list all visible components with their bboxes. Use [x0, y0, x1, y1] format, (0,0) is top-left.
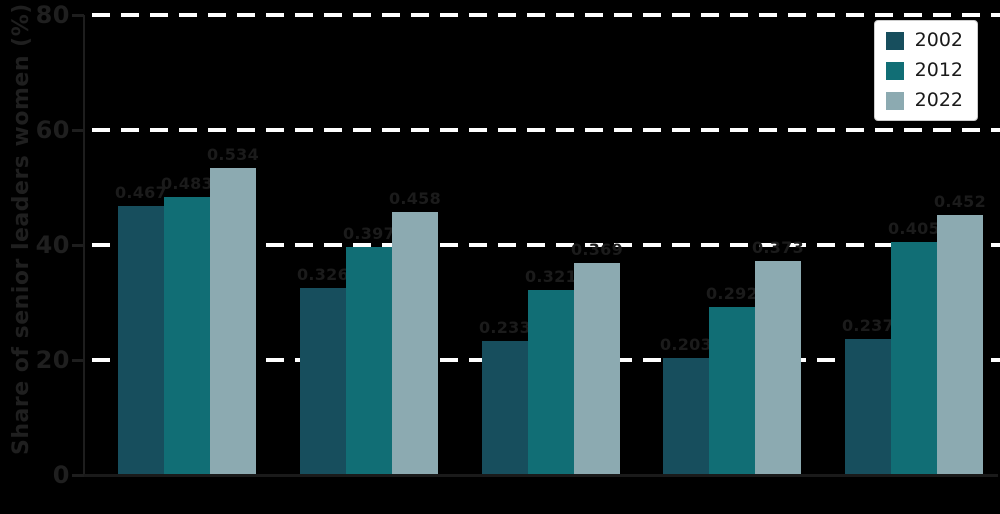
- bar-value-label-2022-group1: 0.534: [206, 144, 260, 164]
- legend-swatch-2002: [885, 31, 904, 50]
- x-axis-spine: [84, 474, 998, 477]
- y-tick-mark-20: [72, 358, 84, 362]
- bar-2022-group2: [392, 211, 438, 475]
- bar-value-label-2012-group1: 0.483: [160, 174, 214, 194]
- legend-label-2002: 2002: [914, 29, 963, 51]
- legend: 2002 2012 2022: [873, 20, 978, 121]
- y-tick-mark-0: [72, 473, 84, 477]
- bar-2012-group1: [164, 197, 210, 475]
- bar-value-label-2022-group3: 0.369: [570, 239, 624, 259]
- bar-2012-group4: [709, 307, 755, 475]
- y-tick-label-0: 0: [52, 461, 70, 489]
- bar-value-label-2012-group5: 0.405: [887, 219, 941, 239]
- bar-2002-group1: [118, 206, 164, 475]
- legend-label-2012: 2012: [914, 59, 963, 81]
- bar-2012-group3: [528, 290, 574, 475]
- bar-value-label-2012-group4: 0.292: [705, 284, 759, 304]
- bar-2022-group5: [937, 215, 983, 475]
- y-tick-label-60: 60: [35, 116, 70, 144]
- bar-2002-group2: [300, 287, 346, 475]
- bar-2002-group5: [845, 338, 891, 475]
- bar-value-label-2002-group4: 0.203: [659, 335, 713, 355]
- y-tick-mark-40: [72, 243, 84, 247]
- bar-value-label-2002-group5: 0.237: [841, 315, 895, 335]
- bar-2012-group5: [891, 242, 937, 475]
- bar-value-label-2012-group2: 0.397: [342, 223, 396, 243]
- gridline-y-40: [92, 243, 1000, 247]
- legend-item-2012: 2012: [885, 59, 963, 81]
- legend-item-2022: 2022: [885, 89, 963, 111]
- legend-label-2022: 2022: [914, 89, 963, 111]
- bar-value-label-2002-group2: 0.326: [296, 264, 350, 284]
- gridline-y-60: [92, 128, 1000, 132]
- legend-swatch-2012: [885, 61, 904, 80]
- bar-value-label-2012-group3: 0.321: [524, 267, 578, 287]
- y-axis-spine: [83, 15, 85, 476]
- bar-2002-group4: [663, 358, 709, 475]
- gridline-y-80: [92, 13, 1000, 17]
- bar-2022-group1: [210, 167, 256, 475]
- bar-value-label-2002-group1: 0.467: [114, 183, 168, 203]
- bar-2012-group2: [346, 246, 392, 475]
- y-tick-label-20: 20: [35, 346, 70, 374]
- bar-value-label-2022-group5: 0.452: [933, 192, 987, 212]
- legend-item-2002: 2002: [885, 29, 963, 51]
- bar-2022-group3: [574, 262, 620, 475]
- y-tick-label-40: 40: [35, 231, 70, 259]
- bar-2002-group3: [482, 341, 528, 475]
- y-axis-label: Share of senior leaders women (%): [9, 3, 34, 455]
- bar-value-label-2022-group2: 0.458: [388, 188, 442, 208]
- y-tick-label-80: 80: [35, 1, 70, 29]
- legend-swatch-2022: [885, 91, 904, 110]
- bar-2022-group4: [755, 260, 801, 475]
- y-tick-mark-80: [72, 13, 84, 17]
- y-tick-mark-60: [72, 128, 84, 132]
- bar-value-label-2002-group3: 0.233: [478, 318, 532, 338]
- bar-value-label-2022-group4: 0.373: [751, 237, 805, 257]
